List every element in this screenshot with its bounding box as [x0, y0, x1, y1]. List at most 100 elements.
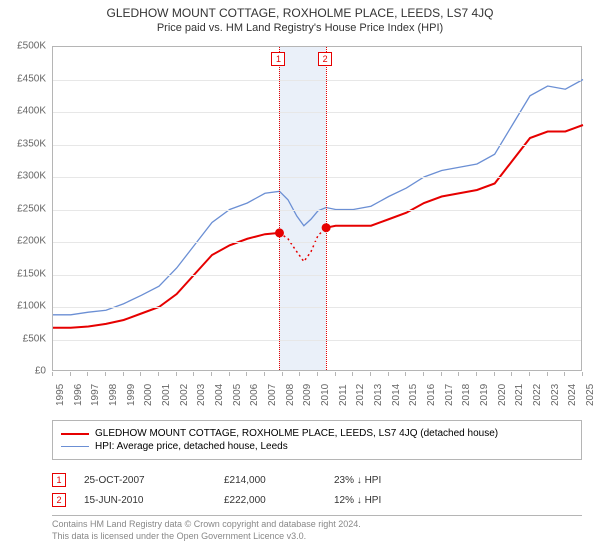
x-tick-mark: [405, 372, 406, 376]
y-tick-label: £350K: [17, 138, 46, 149]
x-tick-label: 2024: [567, 384, 578, 406]
x-tick-label: 2001: [161, 384, 172, 406]
series-line-subject: [279, 228, 326, 262]
x-tick-label: 2012: [355, 384, 366, 406]
x-tick-label: 2017: [444, 384, 455, 406]
footer-line-2: This data is licensed under the Open Gov…: [52, 531, 582, 543]
x-tick-label: 2016: [426, 384, 437, 406]
gridline: [53, 340, 581, 341]
x-tick-label: 1997: [90, 384, 101, 406]
y-tick-label: £250K: [17, 203, 46, 214]
x-tick-label: 2015: [408, 384, 419, 406]
x-tick-mark: [458, 372, 459, 376]
x-tick-label: 1999: [126, 384, 137, 406]
plot-area: [52, 46, 582, 371]
gridline: [53, 177, 581, 178]
y-tick-label: £200K: [17, 236, 46, 247]
x-tick-mark: [52, 372, 53, 376]
x-tick-label: 2023: [550, 384, 561, 406]
x-tick-label: 2014: [391, 384, 402, 406]
gridline: [53, 275, 581, 276]
x-tick-mark: [352, 372, 353, 376]
x-tick-mark: [476, 372, 477, 376]
title-block: GLEDHOW MOUNT COTTAGE, ROXHOLME PLACE, L…: [0, 0, 600, 38]
x-tick-label: 1995: [55, 384, 66, 406]
x-tick-label: 2025: [585, 384, 596, 406]
y-tick-label: £500K: [17, 41, 46, 52]
x-tick-mark: [87, 372, 88, 376]
y-tick-label: £50K: [23, 333, 46, 344]
legend-row: HPI: Average price, detached house, Leed…: [61, 440, 573, 453]
x-tick-label: 2013: [373, 384, 384, 406]
gridline: [53, 112, 581, 113]
x-tick-mark: [264, 372, 265, 376]
x-tick-mark: [246, 372, 247, 376]
footer: Contains HM Land Registry data © Crown c…: [52, 515, 582, 542]
sales-marker-box: 2: [52, 493, 66, 507]
x-tick-label: 2020: [497, 384, 508, 406]
sales-price: £222,000: [224, 495, 334, 506]
y-tick-label: £150K: [17, 268, 46, 279]
x-tick-label: 2000: [143, 384, 154, 406]
x-tick-mark: [299, 372, 300, 376]
chart-svg: [53, 47, 581, 370]
x-tick-mark: [582, 372, 583, 376]
x-tick-mark: [193, 372, 194, 376]
x-tick-mark: [529, 372, 530, 376]
x-tick-label: 2018: [461, 384, 472, 406]
x-tick-mark: [370, 372, 371, 376]
x-tick-mark: [140, 372, 141, 376]
footer-line-1: Contains HM Land Registry data © Crown c…: [52, 519, 582, 531]
x-tick-label: 2007: [267, 384, 278, 406]
x-tick-mark: [123, 372, 124, 376]
x-tick-label: 2021: [514, 384, 525, 406]
x-tick-mark: [70, 372, 71, 376]
x-tick-mark: [511, 372, 512, 376]
gridline: [53, 242, 581, 243]
legend-row: GLEDHOW MOUNT COTTAGE, ROXHOLME PLACE, L…: [61, 427, 573, 440]
sales-date: 15-JUN-2010: [84, 495, 224, 506]
x-tick-label: 2006: [249, 384, 260, 406]
y-tick-label: £450K: [17, 73, 46, 84]
series-line-hpi: [53, 80, 583, 315]
x-tick-mark: [335, 372, 336, 376]
x-tick-mark: [158, 372, 159, 376]
x-tick-label: 1998: [108, 384, 119, 406]
legend: GLEDHOW MOUNT COTTAGE, ROXHOLME PLACE, L…: [52, 420, 582, 460]
y-tick-label: £300K: [17, 171, 46, 182]
x-tick-label: 2009: [302, 384, 313, 406]
sales-date: 25-OCT-2007: [84, 475, 224, 486]
y-tick-label: £0: [35, 366, 46, 377]
sales-price: £214,000: [224, 475, 334, 486]
x-tick-label: 2011: [338, 384, 349, 406]
y-axis: £0£50K£100K£150K£200K£250K£300K£350K£400…: [0, 46, 50, 371]
gridline: [53, 145, 581, 146]
chart-subtitle: Price paid vs. HM Land Registry's House …: [5, 22, 595, 34]
x-tick-mark: [211, 372, 212, 376]
legend-label: HPI: Average price, detached house, Leed…: [95, 441, 288, 452]
x-tick-mark: [423, 372, 424, 376]
legend-swatch: [61, 446, 89, 447]
x-tick-mark: [229, 372, 230, 376]
sales-marker-box: 1: [52, 473, 66, 487]
x-tick-label: 2004: [214, 384, 225, 406]
legend-label: GLEDHOW MOUNT COTTAGE, ROXHOLME PLACE, L…: [95, 428, 498, 439]
reference-marker-box: 2: [318, 52, 332, 66]
x-tick-mark: [441, 372, 442, 376]
reference-marker-box: 1: [271, 52, 285, 66]
gridline: [53, 80, 581, 81]
x-tick-mark: [105, 372, 106, 376]
y-tick-label: £400K: [17, 106, 46, 117]
sales-row: 215-JUN-2010£222,00012% ↓ HPI: [52, 490, 582, 510]
x-tick-mark: [388, 372, 389, 376]
x-tick-label: 2003: [196, 384, 207, 406]
gridline: [53, 210, 581, 211]
chart-container: GLEDHOW MOUNT COTTAGE, ROXHOLME PLACE, L…: [0, 0, 600, 560]
x-tick-mark: [176, 372, 177, 376]
x-tick-mark: [564, 372, 565, 376]
sales-row: 125-OCT-2007£214,00023% ↓ HPI: [52, 470, 582, 490]
x-tick-mark: [494, 372, 495, 376]
x-tick-label: 2022: [532, 384, 543, 406]
legend-swatch: [61, 433, 89, 435]
chart-title: GLEDHOW MOUNT COTTAGE, ROXHOLME PLACE, L…: [5, 6, 595, 20]
